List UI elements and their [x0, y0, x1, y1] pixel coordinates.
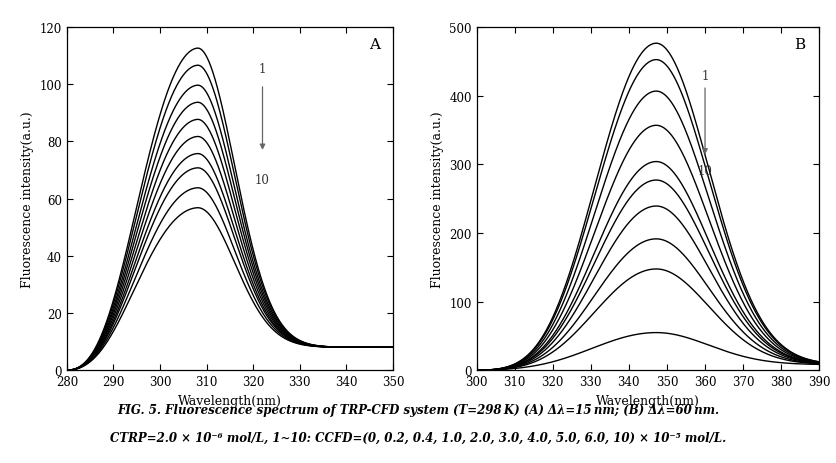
Text: 1: 1: [259, 63, 266, 76]
X-axis label: Wavelength(nm): Wavelength(nm): [596, 394, 700, 407]
Text: 1: 1: [701, 69, 709, 82]
Y-axis label: Fluorescence intensity(a.u.): Fluorescence intensity(a.u.): [431, 111, 444, 287]
Y-axis label: Fluorescence intensity(a.u.): Fluorescence intensity(a.u.): [21, 111, 34, 287]
Text: 10: 10: [255, 173, 270, 187]
Text: B: B: [794, 38, 806, 52]
Text: FIG. 5. Fluorescence spectrum of TRP-CFD system (T=298 K) (A) Δλ=15 nm; (B) Δλ=6: FIG. 5. Fluorescence spectrum of TRP-CFD…: [117, 403, 719, 416]
Text: 10: 10: [697, 165, 712, 178]
X-axis label: Wavelength(nm): Wavelength(nm): [178, 394, 282, 407]
Text: C​TRP=2.0 × 10⁻⁶ mol/L, 1~10: C​CFD=(0, 0.2, 0.4, 1.0, 2.0, 3.0, 4.0, 5.0, 6.0, : C​TRP=2.0 × 10⁻⁶ mol/L, 1~10: C​CFD=(0, …: [110, 431, 726, 444]
Text: A: A: [369, 38, 380, 52]
